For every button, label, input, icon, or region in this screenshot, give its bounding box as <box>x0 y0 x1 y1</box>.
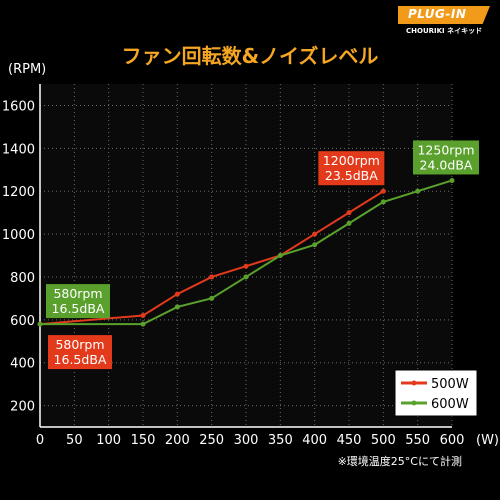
data-point-600W <box>346 220 352 226</box>
x-tick-label: 300 <box>234 433 259 448</box>
data-point-500W <box>346 210 352 216</box>
legend-label-600W: 600W <box>431 397 469 412</box>
y-tick-label: 600 <box>10 314 35 329</box>
x-tick-label: 450 <box>337 433 362 448</box>
data-point-500W <box>174 291 180 297</box>
annotation-label: 16.5dBA <box>52 301 105 316</box>
annotation-label: 580rpm <box>55 337 104 352</box>
x-axis-label: (W) <box>476 433 499 448</box>
x-tick-label: 350 <box>268 433 293 448</box>
legend-marker-600W <box>411 400 417 406</box>
data-point-500W <box>312 231 318 237</box>
annotation-box <box>413 140 479 175</box>
y-tick-label: 1600 <box>2 99 35 114</box>
logo-sub-text: CHOURIKI ネイキッド <box>406 27 483 35</box>
data-point-600W <box>415 188 421 194</box>
x-tick-label: 500 <box>371 433 396 448</box>
data-point-600W <box>312 242 318 248</box>
y-tick-label: 200 <box>10 400 35 415</box>
x-tick-label: 550 <box>405 433 430 448</box>
data-point-600W <box>243 274 249 280</box>
legend-marker-500W <box>411 380 417 386</box>
annotation-label: 1200rpm <box>323 153 380 168</box>
data-point-500W <box>140 313 146 319</box>
logo-brand-text: PLUG-IN <box>408 7 467 21</box>
annotation-label: 23.5dBA <box>325 168 378 183</box>
y-axis-label: (RPM) <box>8 62 46 77</box>
data-point-600W <box>449 177 455 183</box>
x-tick-label: 250 <box>199 433 224 448</box>
data-point-600W <box>380 199 386 205</box>
data-point-500W <box>380 188 386 194</box>
x-tick-label: 100 <box>96 433 121 448</box>
data-point-600W <box>140 321 146 327</box>
x-tick-label: 200 <box>165 433 190 448</box>
data-point-600W <box>174 304 180 310</box>
annotation-label: 580rpm <box>53 286 102 301</box>
x-tick-label: 400 <box>302 433 327 448</box>
data-point-600W <box>209 295 215 301</box>
plot-area <box>40 84 452 427</box>
annotation-label: 16.5dBA <box>54 352 107 367</box>
y-tick-label: 1200 <box>2 185 35 200</box>
y-tick-label: 1400 <box>2 142 35 157</box>
legend-label-500W: 500W <box>431 377 469 392</box>
y-tick-label: 1000 <box>2 228 35 243</box>
annotation-box <box>46 284 110 319</box>
y-tick-label: 400 <box>10 357 35 372</box>
data-point-600W <box>277 253 283 258</box>
chart-title: ファン回転数&ノイズレベル <box>121 44 379 68</box>
annotation-box <box>318 151 385 186</box>
annotation-box <box>48 335 112 370</box>
data-point-500W <box>243 263 249 269</box>
data-point-600W <box>37 321 43 327</box>
x-tick-label: 0 <box>36 433 44 448</box>
annotation-label: 24.0dBA <box>420 157 473 172</box>
brand-logo: PLUG-IN CHOURIKI ネイキッド <box>398 6 490 38</box>
data-point-500W <box>209 274 215 280</box>
x-tick-label: 150 <box>131 433 156 448</box>
x-tick-label: 50 <box>66 433 83 448</box>
logo-bar <box>398 6 490 24</box>
x-tick-label: 600 <box>440 433 465 448</box>
y-tick-label: 800 <box>10 271 35 286</box>
footnote: ※環境温度25°Cにて計測 <box>338 454 462 468</box>
legend-box <box>394 369 478 417</box>
annotation-label: 1250rpm <box>417 142 474 157</box>
